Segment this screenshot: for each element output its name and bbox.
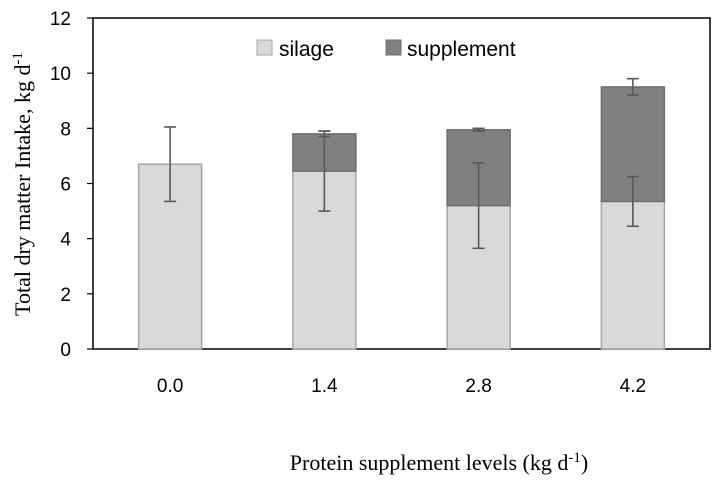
legend-label-silage: silage [279, 38, 334, 61]
error-bar-supplement-2.8 [472, 127, 485, 132]
legend-swatch-supplement [385, 39, 402, 56]
x-tick-label-4.2: 4.2 [620, 376, 646, 397]
y-tick-label-8: 8 [60, 119, 71, 140]
bars-layer [137, 86, 666, 350]
x-axis-title-main: Protein supplement levels (kg d [290, 450, 569, 475]
x-axis-title: Protein supplement levels (kg d-1) [290, 450, 588, 475]
error-bar-silage-4.2 [626, 175, 639, 228]
y-tick-label-6: 6 [60, 175, 71, 196]
y-tick-label-4: 4 [60, 230, 71, 251]
y-tick-label-2: 2 [60, 285, 71, 306]
error-bar-supplement-4.2 [626, 77, 639, 97]
x-tick-label-2.8: 2.8 [465, 376, 491, 397]
x-tick-label-1.4: 1.4 [311, 376, 338, 397]
y-tick-label-12: 12 [50, 9, 71, 30]
y-axis-title-main: Total dry matter Intake, kg d [10, 65, 35, 316]
x-axis-title-close: ) [581, 450, 588, 475]
error-bar-silage-2.8 [472, 162, 485, 250]
y-tick-label-0: 0 [60, 340, 71, 361]
x-tick-label-0.0: 0.0 [157, 376, 183, 397]
legend: silage supplement [256, 38, 516, 61]
error-bar-supplement-1.4 [318, 130, 331, 138]
y-tick-label-10: 10 [50, 64, 71, 85]
y-axis-title: Total dry matter Intake, kg d-1 [10, 52, 35, 316]
error-bars-layer [164, 77, 639, 250]
y-axis-title-superscript: -1 [10, 52, 26, 65]
y-axis-ticks: 0 2 4 6 8 10 12 [50, 9, 93, 361]
x-axis-title-superscript: -1 [568, 450, 581, 466]
error-bar-silage-0.0 [164, 126, 177, 203]
legend-swatch-silage [256, 39, 273, 56]
legend-label-supplement: supplement [407, 38, 516, 61]
x-axis-ticks: 0.0 1.4 2.8 4.2 [157, 376, 646, 397]
